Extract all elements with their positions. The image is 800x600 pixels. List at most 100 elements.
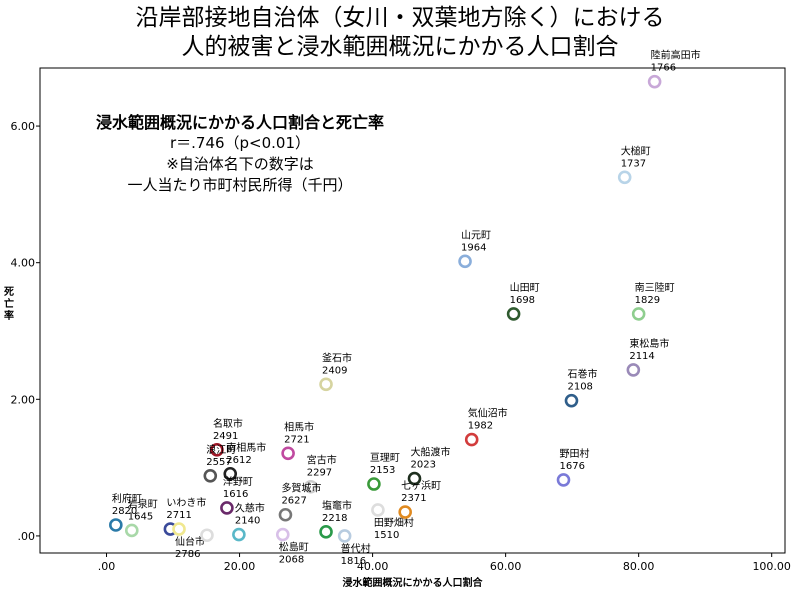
chart-title-line-1: 沿岸部接地自治体（女川・双葉地方除く）における xyxy=(135,5,665,31)
data-point xyxy=(564,393,579,408)
data-point xyxy=(337,529,352,543)
x-tick-label: 20.00 xyxy=(224,560,256,573)
data-point xyxy=(109,518,123,532)
point-label-name: 相馬市 xyxy=(284,420,314,433)
point-label-name: 岩泉町 xyxy=(128,497,158,510)
annotation-heading: 浸水範囲概況にかかる人口割合と死亡率 xyxy=(95,113,384,132)
x-tick-label: 40.00 xyxy=(357,560,389,573)
data-point xyxy=(124,523,139,538)
point-label-income: 1816 xyxy=(341,556,366,567)
point-label-income: 2612 xyxy=(226,455,251,466)
data-point xyxy=(232,527,246,542)
data-point xyxy=(172,522,186,536)
data-point xyxy=(367,477,381,491)
point-label-income: 1766 xyxy=(651,63,676,74)
point-label-income: 2218 xyxy=(322,513,347,524)
point-label-name: 石巻市 xyxy=(567,368,597,381)
data-point xyxy=(556,473,571,487)
x-tick-label: 60.00 xyxy=(490,560,522,573)
point-label-income: 2371 xyxy=(401,493,426,504)
point-label-name: 大槌町 xyxy=(621,144,651,157)
data-point xyxy=(319,377,333,392)
annotation-note-1: ※自治体名下の数字は xyxy=(166,155,314,173)
point-label-name: 洋野町 xyxy=(223,475,253,488)
x-axis-label: 浸水範囲概況にかかる人口割合 xyxy=(343,576,484,589)
data-point xyxy=(407,471,422,486)
data-point xyxy=(647,74,662,89)
chart-title: 沿岸部接地自治体（女川・双葉地方除く）における 人的被害と浸水範囲概況にかかる人… xyxy=(0,4,800,62)
point-label-income: 1698 xyxy=(510,295,535,306)
point-label-income: 2108 xyxy=(567,382,592,393)
point-label-income: 1676 xyxy=(559,461,584,472)
chart-title-line-2: 人的被害と浸水範囲概況にかかる人口割合 xyxy=(181,34,619,60)
point-label-income: 2297 xyxy=(307,468,332,479)
data-point xyxy=(398,505,412,519)
plot-frame xyxy=(39,67,786,554)
point-label-name: 田野畑村 xyxy=(374,516,414,529)
point-label-income: 2557 xyxy=(206,457,231,468)
point-label-name: 利府町 xyxy=(112,492,142,505)
point-label-name: 南相馬市 xyxy=(226,441,266,454)
point-label-income: 2711 xyxy=(166,510,191,521)
x-tick-label: 100.00 xyxy=(752,560,791,573)
point-label-name: 東松島市 xyxy=(629,337,669,350)
data-point xyxy=(464,432,479,447)
point-label-name: 野田村 xyxy=(559,447,589,460)
point-label-name: 宮古市 xyxy=(307,454,337,467)
point-label-income: 1616 xyxy=(223,489,248,500)
point-label-name: 多賀城市 xyxy=(281,482,321,495)
y-tick-label: 2.00 xyxy=(11,393,36,406)
point-label-name: 釜石市 xyxy=(322,351,352,364)
point-label-income: 1982 xyxy=(468,421,493,432)
point-label-income: 2409 xyxy=(322,365,347,376)
point-label-name: 七ヶ浜町 xyxy=(401,480,441,492)
chart-annotation: 浸水範囲概況にかかる人口割合と死亡率 r＝.746（p<0.01） ※自治体名下… xyxy=(90,112,390,196)
data-point xyxy=(371,503,385,517)
x-tick-label: .00 xyxy=(98,560,116,573)
point-label-income: 2140 xyxy=(235,516,260,527)
data-point xyxy=(200,528,214,543)
data-point xyxy=(458,254,472,269)
point-label-name: 仙台市 xyxy=(175,535,205,548)
point-label-income: 1829 xyxy=(635,295,660,306)
annotation-note-2: 一人当たり市町村民所得（千円） xyxy=(127,176,353,194)
data-point xyxy=(626,363,641,377)
point-label-name: 浪江町 xyxy=(206,443,236,456)
y-tick-label: 4.00 xyxy=(11,257,36,270)
data-point xyxy=(506,307,521,321)
data-point xyxy=(210,443,224,457)
point-label-name: 塩竈市 xyxy=(322,499,352,512)
data-point xyxy=(203,469,218,483)
data-point xyxy=(303,479,318,494)
point-label-name: 久慈市 xyxy=(235,502,265,515)
point-label-name: 亘理町 xyxy=(370,452,400,464)
data-point xyxy=(275,527,290,542)
data-point xyxy=(220,501,234,515)
annotation-stat: r＝.746（p<0.01） xyxy=(169,134,311,152)
point-label-income: 1645 xyxy=(128,511,153,522)
data-point xyxy=(631,307,646,321)
point-label-name: 気仙沼市 xyxy=(468,407,508,420)
point-label-income: 2023 xyxy=(410,460,435,471)
x-tick-label: 80.00 xyxy=(623,560,655,573)
y-tick-label: 6.00 xyxy=(11,120,36,133)
point-label-income: 2786 xyxy=(175,549,200,560)
data-point xyxy=(278,507,293,522)
point-label-name: 山元町 xyxy=(461,229,491,241)
point-label-income: 2820 xyxy=(112,506,137,517)
point-label-income: 2627 xyxy=(281,496,306,507)
point-label-income: 2068 xyxy=(279,555,304,566)
point-label-name: 大船渡市 xyxy=(410,446,450,459)
point-label-income: 2491 xyxy=(213,431,238,442)
point-label-income: 2153 xyxy=(370,465,395,476)
y-axis-label: 死亡率 xyxy=(4,286,14,322)
point-label-name: 松島町 xyxy=(279,541,309,554)
point-label-name: 南三陸町 xyxy=(635,281,675,294)
data-point xyxy=(319,525,333,539)
point-label-income: 1737 xyxy=(621,158,646,169)
point-label-income: 2721 xyxy=(284,434,309,445)
point-label-name: いわき市 xyxy=(166,496,206,509)
point-label-name: 陸前高田市 xyxy=(651,49,701,62)
point-label-income: 1964 xyxy=(461,242,486,253)
